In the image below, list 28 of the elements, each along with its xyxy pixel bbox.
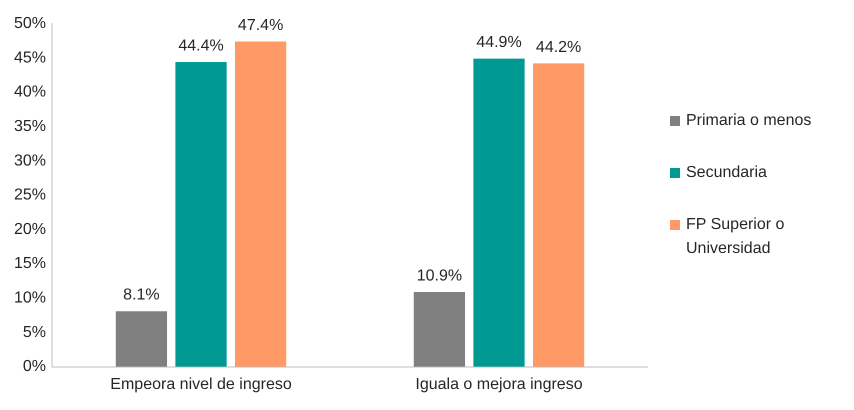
x-tick-label: Empeora nivel de ingreso xyxy=(110,376,292,393)
y-tick-label: 45% xyxy=(14,49,46,66)
y-tick-label: 15% xyxy=(14,255,46,272)
bar xyxy=(175,62,227,367)
legend-label: FP Superior o Universidad xyxy=(686,215,786,259)
y-tick-label: 50% xyxy=(14,15,46,32)
legend-label: Primaria o menos xyxy=(686,111,812,131)
bar xyxy=(116,311,168,367)
y-tick-label: 10% xyxy=(14,290,46,307)
y-tick-label: 5% xyxy=(22,324,46,341)
y-tick-label: 30% xyxy=(14,152,46,170)
data-label: 10.9% xyxy=(416,267,462,284)
data-label: 44.2% xyxy=(536,38,582,56)
bar xyxy=(234,41,286,367)
bar xyxy=(414,292,466,367)
y-tick-label: 25% xyxy=(14,186,46,204)
y-tick-label: 35% xyxy=(14,118,46,135)
bar xyxy=(532,63,584,367)
y-tick-label: 40% xyxy=(14,84,46,101)
y-tick-label: 0% xyxy=(22,358,46,376)
y-tick-label: 20% xyxy=(14,220,46,238)
x-tick-label: Iguala o mejora ingreso xyxy=(415,376,583,393)
data-label: 44.9% xyxy=(476,34,522,52)
data-label: 44.4% xyxy=(178,37,224,54)
data-label: 47.4% xyxy=(238,16,284,34)
legend-label: Secundaria xyxy=(686,163,767,183)
data-label: 8.1% xyxy=(123,286,160,304)
bar xyxy=(473,58,525,367)
